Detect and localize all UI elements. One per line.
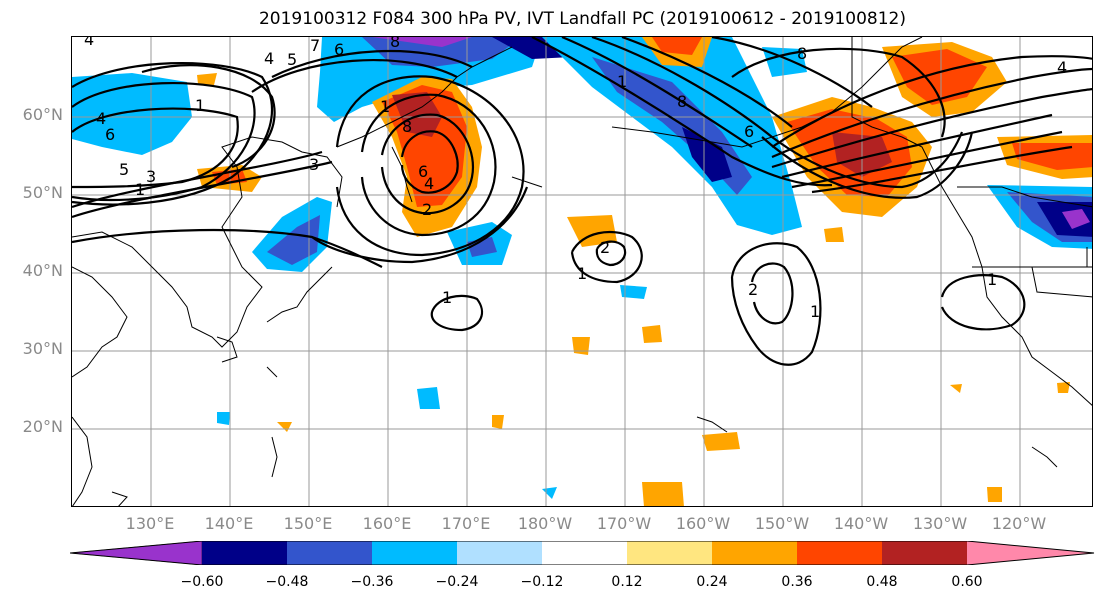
negative-anomaly-shading <box>72 37 1092 499</box>
colorbar-swatch <box>542 541 627 565</box>
lat-label: 50°N <box>22 183 63 202</box>
contour-label: 8 <box>402 117 412 136</box>
contour-label: 4 <box>264 49 274 68</box>
contour-label: 1 <box>810 302 820 321</box>
lon-label: 160°W <box>675 514 731 533</box>
contour-label: 6 <box>744 122 754 141</box>
contour-label: 8 <box>677 92 687 111</box>
lon-label: 170°E <box>441 514 491 533</box>
contour-label: 4 <box>424 174 434 193</box>
lon-label: 160°E <box>362 514 412 533</box>
contour-label: 1 <box>577 264 587 283</box>
colorbar-swatch <box>457 541 542 565</box>
colorbar-swatch <box>797 541 882 565</box>
lon-label: 140°E <box>204 514 254 533</box>
lat-label: 60°N <box>22 105 63 124</box>
colorbar-swatch <box>287 541 372 565</box>
lat-label: 30°N <box>22 339 63 358</box>
colorbar-tick-label: 0.48 <box>866 574 898 590</box>
contour-label: 1 <box>617 72 627 91</box>
contour-label: 6 <box>418 162 428 181</box>
colorbar-swatch <box>712 541 797 565</box>
colorbar-tick-label: −0.60 <box>180 574 224 590</box>
contour-label: 5 <box>119 160 129 179</box>
colorbar-tick-label: −0.36 <box>350 574 394 590</box>
lon-label: 120°W <box>991 514 1047 533</box>
colorbar-tick-label: −0.48 <box>265 574 309 590</box>
colorbar-swatch <box>627 541 712 565</box>
contour-label: 4 <box>84 37 94 49</box>
colorbar-tick-label: 0.24 <box>696 574 728 590</box>
contour-label: 4 <box>1057 58 1067 77</box>
graticule <box>72 37 1092 506</box>
colorbar-swatch <box>967 541 1094 565</box>
lat-label: 40°N <box>22 261 63 280</box>
colorbar-tick-label: 0.60 <box>951 574 983 590</box>
contour-label: 1 <box>135 180 145 199</box>
contour-label: 8 <box>797 44 807 63</box>
contour-lines <box>72 37 1092 366</box>
contour-label: 2 <box>600 238 610 257</box>
contour-label: 3 <box>309 155 319 174</box>
lon-label: 130°E <box>125 514 175 533</box>
colorbar-swatch <box>372 541 457 565</box>
map-panel: 4 7 6 8 4 5 1 4 6 5 3 1 3 1 8 6 4 2 2 1 … <box>71 36 1093 507</box>
contour-label: 8 <box>390 37 400 51</box>
colorbar-swatch <box>882 541 967 565</box>
lon-label: 150°W <box>754 514 810 533</box>
lat-label: 20°N <box>22 417 63 436</box>
contour-label: 1 <box>987 270 997 289</box>
contour-label: 3 <box>146 167 156 186</box>
map-title: 2019100312 F084 300 hPa PV, IVT Landfall… <box>258 9 906 29</box>
contour-label: 6 <box>334 40 344 59</box>
colorbar-tick-label: 0.36 <box>781 574 813 590</box>
contour-label: 6 <box>105 125 115 144</box>
contour-label: 5 <box>287 50 297 69</box>
colorbar-swatch <box>202 541 287 565</box>
lon-label: 130°W <box>912 514 968 533</box>
lon-label: 140°W <box>833 514 889 533</box>
map-canvas: 4 7 6 8 4 5 1 4 6 5 3 1 3 1 8 6 4 2 2 1 … <box>72 37 1092 506</box>
colorbar-swatch <box>70 541 203 565</box>
coastlines <box>72 37 1092 506</box>
contour-label: 7 <box>310 37 320 55</box>
lon-label: 170°W <box>596 514 652 533</box>
colorbar <box>70 541 1095 565</box>
colorbar-tick-label: −0.12 <box>520 574 564 590</box>
contour-label: 2 <box>422 200 432 219</box>
contour-label: 1 <box>442 288 452 307</box>
lon-label: 150°E <box>283 514 333 533</box>
contour-label: 4 <box>96 109 106 128</box>
colorbar-tick-label: −0.24 <box>435 574 479 590</box>
contour-label: 2 <box>748 280 758 299</box>
lon-label: 180°W <box>517 514 573 533</box>
contour-label: 1 <box>380 97 390 116</box>
contour-label-group: 4 7 6 8 4 5 1 4 6 5 3 1 3 1 8 6 4 2 2 1 … <box>84 37 1067 321</box>
colorbar-tick-label: 0.12 <box>611 574 643 590</box>
contour-label: 1 <box>195 96 205 115</box>
